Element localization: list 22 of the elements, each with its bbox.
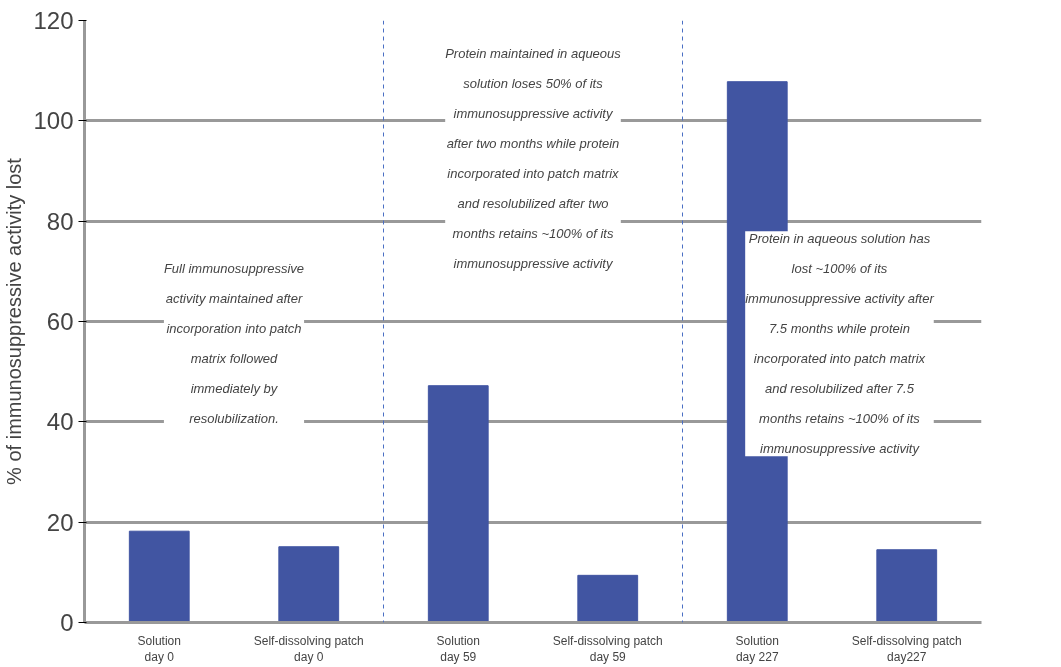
y-tick-label: 0 — [60, 609, 74, 636]
y-tick-label: 80 — [46, 207, 74, 235]
bar — [128, 530, 190, 623]
bar — [427, 385, 489, 623]
y-tick-label: 100 — [33, 107, 74, 135]
annotation: Protein in aqueous solution has lost ~100% of its immunosuppressive activity after 7.5 months while protein incorporated into patch matrix and resolubilized after 7.5 months retains ~100% of its immunosuppressive activity — [745, 231, 935, 457]
x-tick-label: Solution day 0 — [137, 633, 181, 665]
annotation: Full immunosuppressive activity maintained after incorporation into patch matrix followed immediately by resolubilization. — [163, 261, 305, 427]
annotation: Protein maintained in aqueous solution loses 50% of its immunosuppressive activity after two months while protein incorporated into patch matrix and resolubilized after two months retains ~100% of its immunosuppressive activity — [445, 45, 622, 271]
bar — [577, 574, 639, 623]
x-tick-label: Solution day 59 — [436, 633, 480, 665]
y-tick-label: 40 — [46, 408, 74, 436]
x-tick-label: Self-dissolving patch day 0 — [253, 633, 364, 665]
x-tick-label: Self-dissolving patch day227 — [851, 633, 962, 665]
bar — [876, 549, 938, 623]
y-tick-label: 60 — [46, 308, 74, 335]
x-tick-label: Self-dissolving patch day 59 — [552, 633, 663, 665]
y-tick-label: 20 — [46, 508, 74, 536]
x-tick-label: Solution day 227 — [735, 633, 779, 665]
y-axis-title: % of immunosuppressive activity lost — [3, 157, 26, 485]
bar — [278, 546, 340, 623]
y-tick-label: 120 — [33, 7, 74, 34]
